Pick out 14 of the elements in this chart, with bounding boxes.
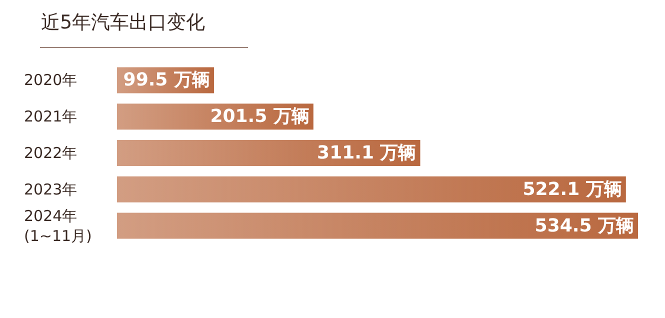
bar <box>117 176 626 202</box>
y-tick-label: 2022年 <box>24 144 78 162</box>
y-tick-label: 2020年 <box>24 71 78 90</box>
chart-title: 近5年汽车出口变化 <box>41 12 206 34</box>
bar <box>117 212 638 239</box>
data-label: 99.5 万辆 <box>123 70 210 91</box>
data-label: 534.5 万辆 <box>534 215 634 236</box>
data-label: 201.5 万辆 <box>210 106 310 128</box>
data-label: 522.1 万辆 <box>522 178 622 200</box>
y-tick-label: 2021年 <box>24 108 78 126</box>
data-label: 311.1 万辆 <box>317 142 416 164</box>
y-tick-label: 2024年 (1~11月) <box>24 206 92 245</box>
bar <box>117 140 420 166</box>
y-tick-label: 2023年 <box>24 180 78 198</box>
